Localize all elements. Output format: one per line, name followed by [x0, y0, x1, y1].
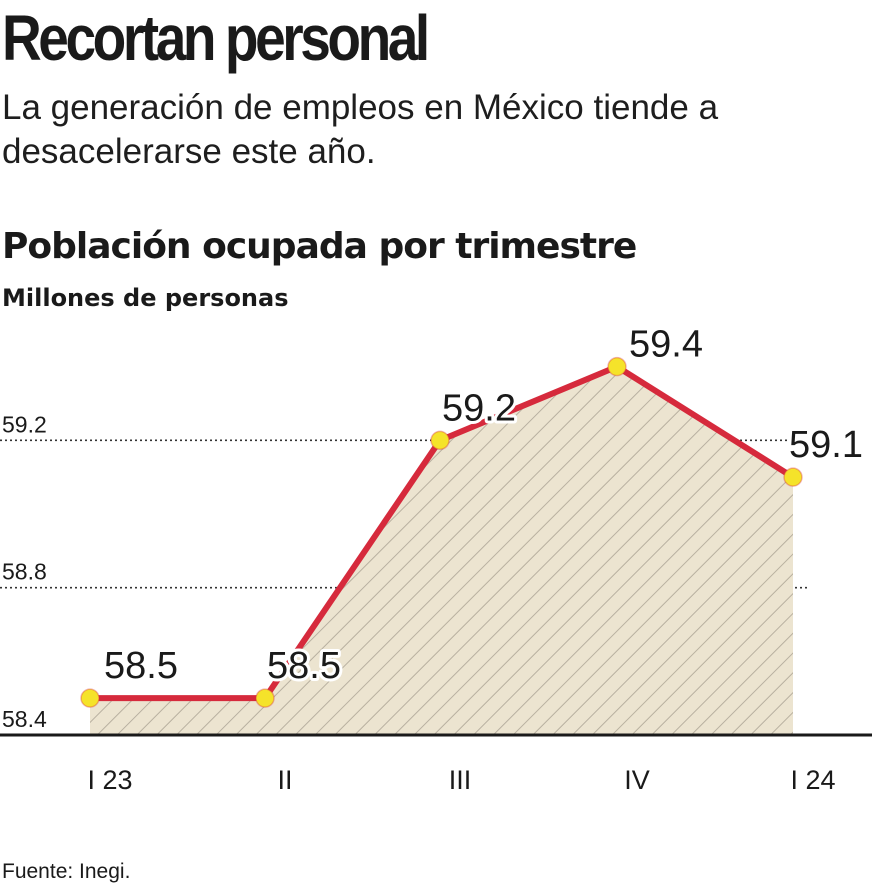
data-label: 58.5 [267, 645, 341, 687]
data-label: 59.1 [789, 424, 863, 466]
x-tick-label: I 24 [790, 765, 835, 795]
area-fill [90, 366, 793, 735]
x-tick-label: IV [624, 765, 650, 795]
x-tick-label: I 23 [87, 765, 132, 795]
headline: Recortan personal [2, 2, 430, 74]
y-axis-unit-label: Millones de personas [2, 284, 289, 312]
y-tick-label: 58.4 [2, 706, 47, 732]
y-tick-label: 58.8 [2, 559, 47, 585]
data-point [430, 430, 450, 451]
y-tick-label: 59.2 [2, 411, 47, 437]
data-label: 58.5 [104, 645, 178, 687]
series-line-segment [614, 363, 796, 481]
x-tick-label: III [449, 765, 472, 795]
x-tick-label: II [277, 765, 292, 795]
data-point [783, 467, 803, 487]
data-point [80, 688, 100, 708]
data-point [607, 356, 627, 377]
series-line-segment [437, 363, 620, 444]
data-point [255, 688, 275, 708]
source-note: Fuente: Inegi. [2, 860, 131, 883]
series-line-segment [262, 437, 443, 702]
data-label: 59.4 [629, 324, 703, 366]
data-label: 59.2 [442, 387, 516, 429]
chart-title: Población ocupada por trimestre [2, 226, 637, 267]
subtitle: La generación de empleos en México tiend… [2, 88, 719, 171]
